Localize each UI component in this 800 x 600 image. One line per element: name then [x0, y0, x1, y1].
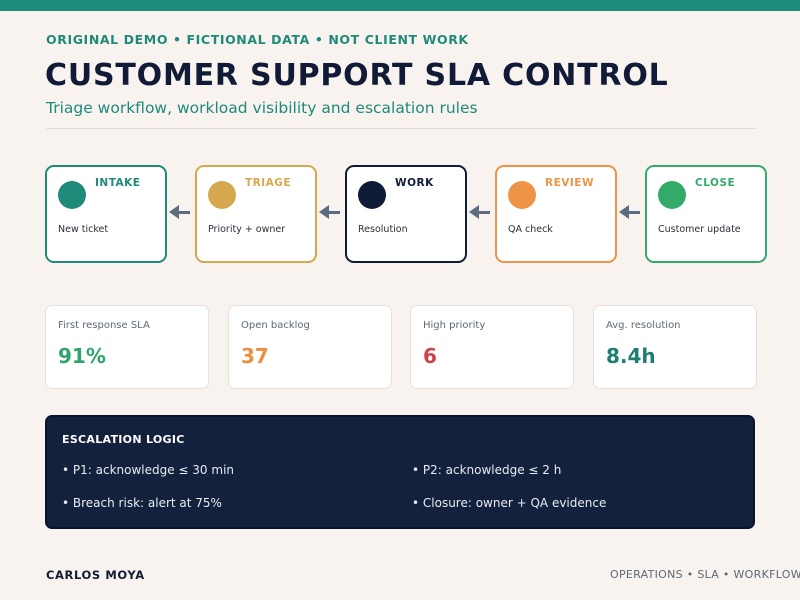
connector-line [479, 211, 490, 214]
kpi-value: 6 [423, 344, 437, 368]
escalation-rule: • P1: acknowledge ≤ 30 min [62, 463, 235, 477]
connector-arrow-icon [319, 205, 329, 219]
top-accent-bar [0, 0, 800, 11]
footer-tags: OPERATIONS • SLA • WORKFLOW DESIGN [610, 568, 800, 581]
step-label: INTAKE [95, 177, 141, 189]
connector-arrow-icon [619, 205, 629, 219]
step-description: Customer update [658, 224, 741, 235]
workflow-step-triage: TRIAGE Priority + owner [195, 165, 317, 263]
step-label: CLOSE [695, 177, 736, 189]
connector-arrow-icon [469, 205, 479, 219]
kpi-label: High priority [423, 320, 486, 331]
page-title: CUSTOMER SUPPORT SLA CONTROL [45, 58, 669, 93]
kpi-card-open-backlog: Open backlog 37 [228, 305, 392, 389]
step-description: QA check [508, 224, 553, 235]
kpi-value: 8.4h [606, 344, 656, 368]
escalation-rule: • P2: acknowledge ≤ 2 h [412, 463, 562, 477]
kpi-value: 91% [58, 344, 106, 368]
step-dot-triage [208, 181, 236, 209]
kpi-label: Open backlog [241, 320, 310, 331]
kpi-value: 37 [241, 344, 269, 368]
connector-line [329, 211, 340, 214]
step-dot-work [358, 181, 386, 209]
escalation-rule: • Closure: owner + QA evidence [412, 496, 607, 510]
workflow-step-work: WORK Resolution [345, 165, 467, 263]
header-divider [46, 128, 756, 129]
escalation-title: ESCALATION LOGIC [62, 433, 185, 446]
step-description: Priority + owner [208, 224, 286, 235]
connector-line [179, 211, 190, 214]
workflow-step-review: REVIEW QA check [495, 165, 617, 263]
kpi-card-high-priority: High priority 6 [410, 305, 574, 389]
step-dot-close [658, 181, 686, 209]
step-dot-review [508, 181, 536, 209]
workflow-step-intake: INTAKE New ticket [45, 165, 167, 263]
workflow-step-close: CLOSE Customer update [645, 165, 767, 263]
step-description: New ticket [58, 224, 109, 235]
kpi-card-avg-resolution: Avg. resolution 8.4h [593, 305, 757, 389]
footer-author: CARLOS MOYA [46, 568, 145, 582]
eyebrow-label: ORIGINAL DEMO • FICTIONAL DATA • NOT CLI… [46, 32, 469, 47]
kpi-label: Avg. resolution [606, 320, 681, 331]
step-description: Resolution [358, 224, 408, 235]
kpi-label: First response SLA [58, 320, 150, 331]
connector-arrow-icon [169, 205, 179, 219]
connector-line [629, 211, 640, 214]
escalation-panel: ESCALATION LOGIC • P1: acknowledge ≤ 30 … [45, 415, 755, 529]
step-label: REVIEW [545, 177, 595, 189]
escalation-rule: • Breach risk: alert at 75% [62, 496, 222, 510]
step-label: WORK [395, 177, 434, 189]
page-subtitle: Triage workflow, workload visibility and… [46, 99, 478, 117]
step-label: TRIAGE [245, 177, 292, 189]
step-dot-intake [58, 181, 86, 209]
kpi-card-first-response: First response SLA 91% [45, 305, 209, 389]
